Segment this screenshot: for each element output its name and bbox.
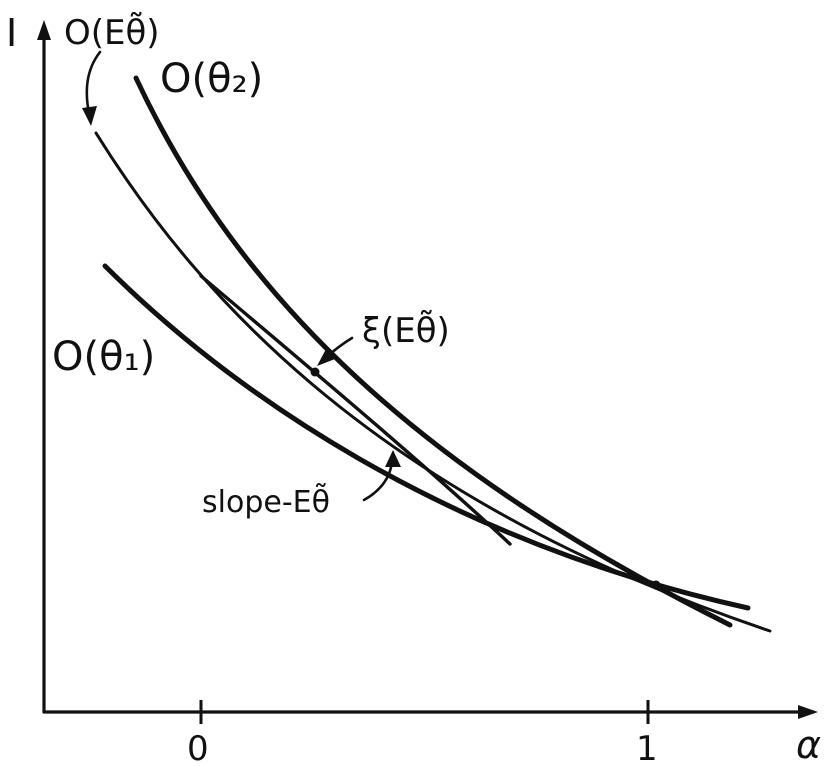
- point-xi: [310, 367, 320, 377]
- pointer-xi-head: [317, 349, 335, 366]
- x-tick-label-0: 0: [187, 729, 209, 766]
- axes: [37, 20, 818, 724]
- curves: [94, 75, 772, 633]
- y-axis-label: I: [6, 11, 17, 55]
- label-slope: slope-Eθ̃: [202, 484, 330, 520]
- x-axis-arrowhead: [798, 705, 818, 719]
- curve-o-e-theta: [94, 131, 772, 633]
- curve-o-theta-2: [133, 75, 733, 628]
- label-o-e-theta: O(Eθ̃): [64, 11, 160, 53]
- pointer-o-e-theta-head: [82, 106, 97, 126]
- pointer-slope-head: [385, 450, 401, 467]
- y-axis-arrowhead: [37, 20, 51, 40]
- tangent-line-slope: [199, 274, 512, 546]
- label-o-theta-2: O(θ₂): [160, 56, 263, 102]
- x-tick-label-1: 1: [636, 729, 658, 766]
- label-xi-e-theta: ξ(Eθ̃): [362, 309, 450, 351]
- curve-o-theta-1: [102, 263, 751, 611]
- point-intersection: [651, 580, 661, 590]
- label-o-theta-1: O(θ₁): [52, 334, 155, 380]
- x-axis-label: α: [796, 723, 821, 766]
- pointers: [82, 50, 401, 502]
